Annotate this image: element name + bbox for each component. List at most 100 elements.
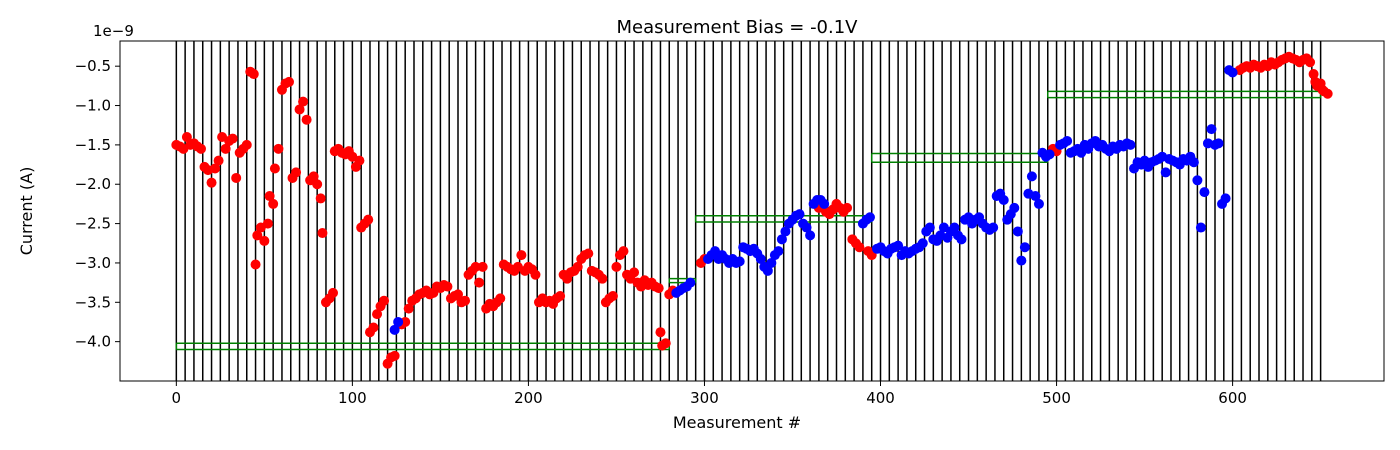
data-point: [294, 104, 305, 115]
data-point: [308, 171, 319, 182]
data-point: [1019, 242, 1030, 253]
data-point: [949, 222, 960, 233]
data-point: [252, 230, 263, 241]
data-point: [1026, 171, 1037, 182]
data-point: [1030, 191, 1041, 202]
data-point: [988, 222, 999, 233]
data-point: [312, 179, 323, 190]
data-point: [583, 248, 594, 259]
y-tick-label: −3.0: [75, 254, 111, 272]
data-point: [660, 338, 671, 349]
data-point: [1033, 198, 1044, 209]
data-point: [195, 143, 206, 154]
data-point: [210, 163, 221, 174]
data-point: [655, 327, 666, 338]
data-point: [460, 295, 471, 306]
y-tick-label: −1.0: [75, 97, 111, 115]
y-tick-label: −3.5: [75, 293, 111, 311]
data-point: [794, 209, 805, 220]
x-tick-label: 600: [1218, 389, 1247, 407]
data-point: [453, 289, 464, 300]
data-point: [1322, 88, 1333, 99]
data-point: [442, 281, 453, 292]
data-point: [597, 273, 608, 284]
x-tick-label: 300: [690, 389, 719, 407]
data-point: [685, 277, 696, 288]
data-point: [363, 214, 374, 225]
data-point: [734, 256, 745, 267]
x-axis-label: Measurement #: [673, 413, 801, 432]
data-point: [291, 167, 302, 178]
data-point: [262, 218, 273, 229]
y-tick-label: −2.5: [75, 215, 111, 233]
data-point: [1125, 139, 1136, 150]
data-point: [611, 261, 622, 272]
data-point: [653, 283, 664, 294]
data-point: [495, 293, 506, 304]
data-point: [893, 240, 904, 251]
x-tick-label: 200: [514, 389, 543, 407]
data-point: [284, 76, 295, 87]
axes-frame: [119, 40, 1385, 382]
data-point: [269, 163, 280, 174]
data-point: [1016, 255, 1027, 266]
data-point: [854, 242, 865, 253]
data-point: [956, 234, 967, 245]
data-point: [227, 133, 238, 144]
data-point: [248, 69, 259, 80]
data-point: [1044, 149, 1055, 160]
data-point: [1062, 135, 1073, 146]
data-point: [1308, 69, 1319, 80]
plot-area: 0 100 200 300 400 500 600 −4.0 −3.5 −3.0 −2.5 −2.0 −…: [75, 40, 1385, 407]
data-point: [301, 114, 312, 125]
data-point: [516, 250, 527, 261]
data-point: [530, 269, 541, 280]
data-point: [264, 191, 275, 202]
data-point: [1195, 222, 1206, 233]
y-tick-label: −2.0: [75, 175, 111, 193]
data-point: [618, 246, 629, 257]
data-point: [259, 235, 270, 246]
data-point: [368, 322, 379, 333]
data-point: [206, 177, 217, 188]
data-point: [755, 254, 766, 265]
data-point: [776, 234, 787, 245]
data-point: [998, 194, 1009, 205]
data-point: [805, 230, 816, 241]
data-point: [298, 96, 309, 107]
data-point: [1199, 187, 1210, 198]
data-point: [780, 226, 791, 237]
data-point: [917, 238, 928, 249]
data-point: [470, 261, 481, 272]
data-point: [924, 222, 935, 233]
data-point: [1305, 57, 1316, 68]
data-point: [801, 222, 812, 233]
data-point: [400, 316, 411, 327]
data-point: [607, 291, 618, 301]
data-point: [250, 259, 261, 270]
x-tick-label: 0: [172, 389, 182, 407]
data-point: [241, 139, 252, 150]
data-point: [393, 316, 404, 327]
data-point: [842, 202, 853, 213]
data-point: [1188, 157, 1199, 168]
data-point: [762, 265, 773, 276]
data-point: [766, 257, 777, 268]
data-point: [629, 267, 640, 278]
data-point: [1012, 226, 1023, 237]
y-axis-label: Current (A): [17, 167, 36, 256]
x-tick-label: 400: [866, 389, 895, 407]
data-point: [1213, 138, 1224, 149]
data-point: [389, 324, 400, 335]
y-tick-label: −0.5: [75, 57, 111, 75]
y-tick-label: −1.5: [75, 136, 111, 154]
data-point: [354, 155, 365, 166]
data-point: [1206, 124, 1217, 135]
data-point: [317, 228, 328, 239]
data-point: [273, 143, 284, 154]
data-point: [773, 246, 784, 257]
chart-title: Measurement Bias = -0.1V: [616, 17, 858, 38]
data-point: [474, 277, 485, 288]
data-point: [1160, 167, 1171, 178]
